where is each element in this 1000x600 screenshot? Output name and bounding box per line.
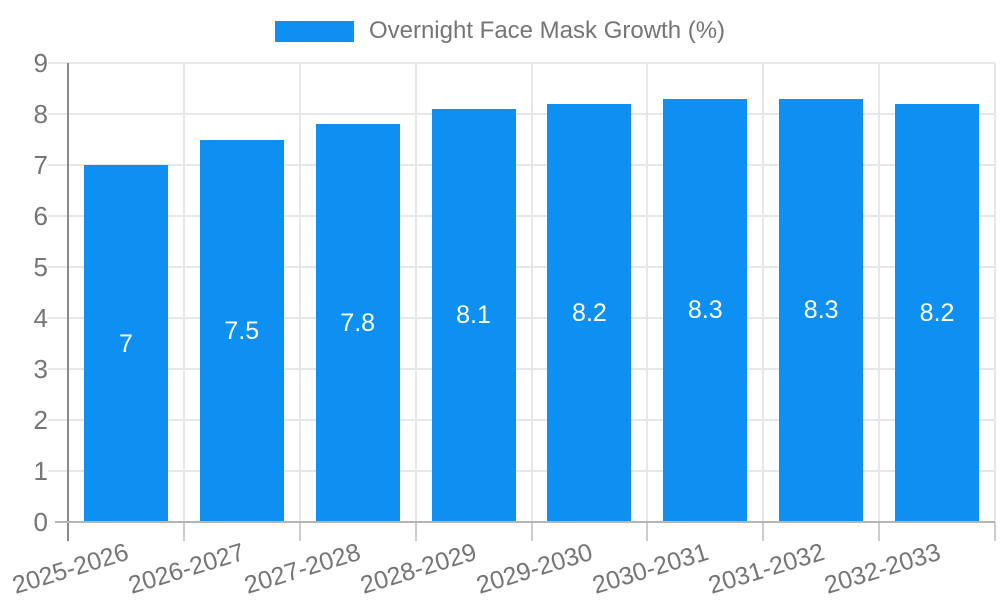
y-gridline (48, 113, 995, 115)
x-axis-tick (878, 522, 881, 541)
x-axis-tick (182, 522, 185, 541)
x-axis-tick (994, 522, 996, 541)
y-axis-tick-label: 0 (33, 507, 48, 537)
bar[interactable] (83, 165, 168, 522)
y-gridline (48, 317, 995, 319)
x-axis-tick-label: 2029-2030 (473, 538, 596, 600)
x-axis-tick (298, 522, 301, 541)
y-gridline (48, 164, 995, 166)
chart-legend[interactable]: Overnight Face Mask Growth (%) (0, 17, 1000, 45)
x-gridline (298, 63, 301, 522)
x-axis-tick-label: 2032-2033 (820, 538, 944, 600)
y-axis-tick-label: 4 (33, 303, 48, 333)
y-axis-tick-label: 3 (33, 354, 48, 384)
bar-value-label: 7.5 (224, 316, 260, 345)
bar[interactable] (199, 139, 284, 522)
y-gridline (48, 368, 995, 370)
x-axis-tick-label: 2027-2028 (241, 538, 364, 600)
y-axis-tick-label: 9 (33, 48, 48, 78)
bar[interactable] (547, 103, 632, 522)
x-axis-tick-label: 2026-2027 (125, 538, 248, 600)
bar[interactable] (315, 124, 400, 522)
bar-value-label: 7 (118, 329, 133, 358)
y-axis-tick-label: 5 (33, 252, 48, 282)
bar-value-label: 8.3 (687, 296, 723, 325)
bar-value-label: 8.3 (803, 296, 839, 325)
y-gridline (48, 266, 995, 268)
x-gridline (762, 63, 765, 522)
bar-value-label: 8.2 (572, 298, 607, 327)
x-axis-tick (530, 522, 533, 541)
x-gridline (646, 63, 649, 522)
bar-value-label: 8.1 (456, 301, 491, 330)
x-axis-tick-label: 2025-2026 (9, 538, 133, 600)
y-gridline (48, 470, 995, 472)
x-axis-tick-label: 2028-2029 (357, 538, 480, 600)
bar-value-label: 8.2 (919, 298, 955, 327)
x-axis-tick (414, 522, 417, 541)
y-axis-tick-label: 7 (33, 150, 48, 180)
x-gridline (530, 63, 533, 522)
x-gridline (414, 63, 417, 522)
y-axis-tick-label: 8 (33, 99, 48, 129)
y-gridline (48, 62, 995, 64)
y-axis-tick-label: 6 (33, 201, 48, 231)
bar[interactable] (779, 98, 864, 522)
bar[interactable] (895, 103, 980, 522)
x-axis-line (55, 521, 995, 523)
bar-value-label: 7.8 (340, 309, 376, 338)
bar[interactable] (663, 98, 748, 522)
x-axis-tick-label: 2031-2032 (704, 538, 828, 600)
bar[interactable] (431, 108, 516, 522)
y-gridline (48, 215, 995, 217)
x-axis-tick-label: 2030-2031 (588, 538, 712, 600)
legend-swatch (274, 20, 354, 42)
x-axis-tick (646, 522, 649, 541)
legend-label: Overnight Face Mask Growth (%) (368, 17, 726, 44)
x-axis-tick (762, 522, 765, 541)
x-gridline (994, 63, 996, 522)
x-gridline (878, 63, 881, 522)
y-axis-tick-label: 2 (33, 405, 48, 435)
y-gridline (48, 419, 995, 421)
y-axis-line (67, 63, 69, 541)
y-axis-tick-label: 1 (33, 456, 48, 486)
x-gridline (182, 63, 185, 522)
